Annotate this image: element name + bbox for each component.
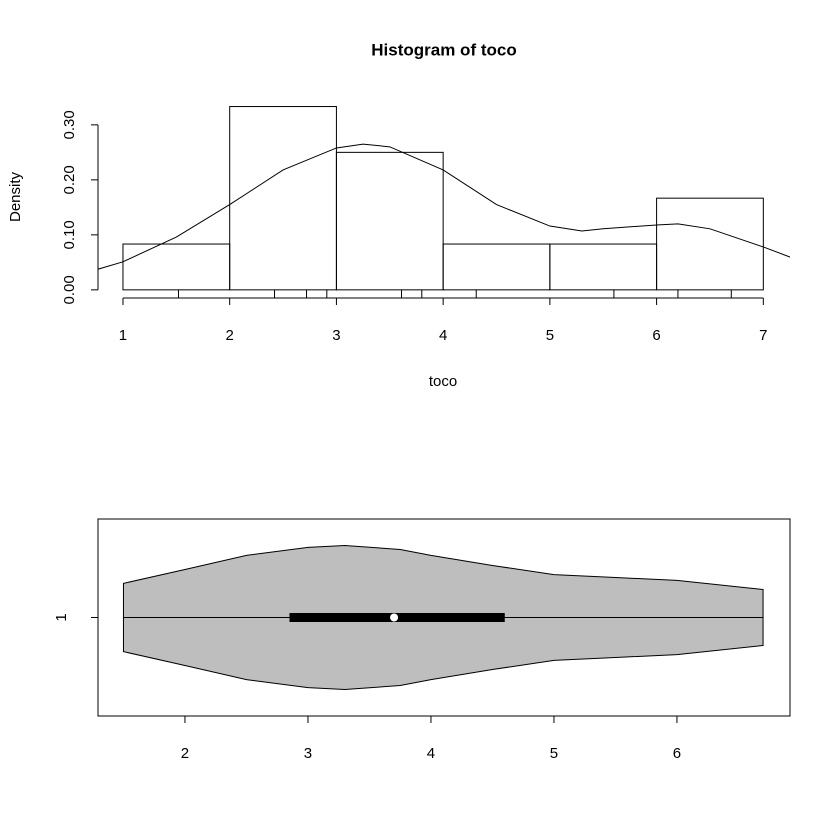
x-tick-label: 2 [181,745,189,762]
x-tick-label: 3 [304,745,312,762]
x-tick-label: 3 [332,327,340,344]
x-tick-label: 5 [550,745,558,762]
y-tick-label: 1 [53,613,70,621]
bar [335,151,444,291]
y-tick-label: 0.30 [61,110,78,139]
y-axis-label: Density [7,171,24,222]
x-tick-label: 7 [759,327,767,344]
bar [442,243,551,291]
bar [229,106,337,291]
bar [549,243,658,291]
median [390,613,399,622]
bar [656,197,764,291]
density-curve [98,143,790,270]
x-tick-label: 5 [546,327,554,344]
x-tick-label: 6 [673,745,681,762]
x-tick-label: 4 [427,745,435,762]
y-tick-label: 0.00 [61,275,78,304]
y-tick-label: 0.10 [61,220,78,249]
x-tick-label: 4 [439,327,447,344]
x-tick-label: 2 [226,327,234,344]
x-tick-label: 1 [119,327,127,344]
x-tick-label: 6 [652,327,660,344]
chart-title: Histogram of toco [371,40,516,59]
y-tick-label: 0.20 [61,165,78,194]
bar [122,243,231,291]
x-axis-label: toco [429,373,457,390]
